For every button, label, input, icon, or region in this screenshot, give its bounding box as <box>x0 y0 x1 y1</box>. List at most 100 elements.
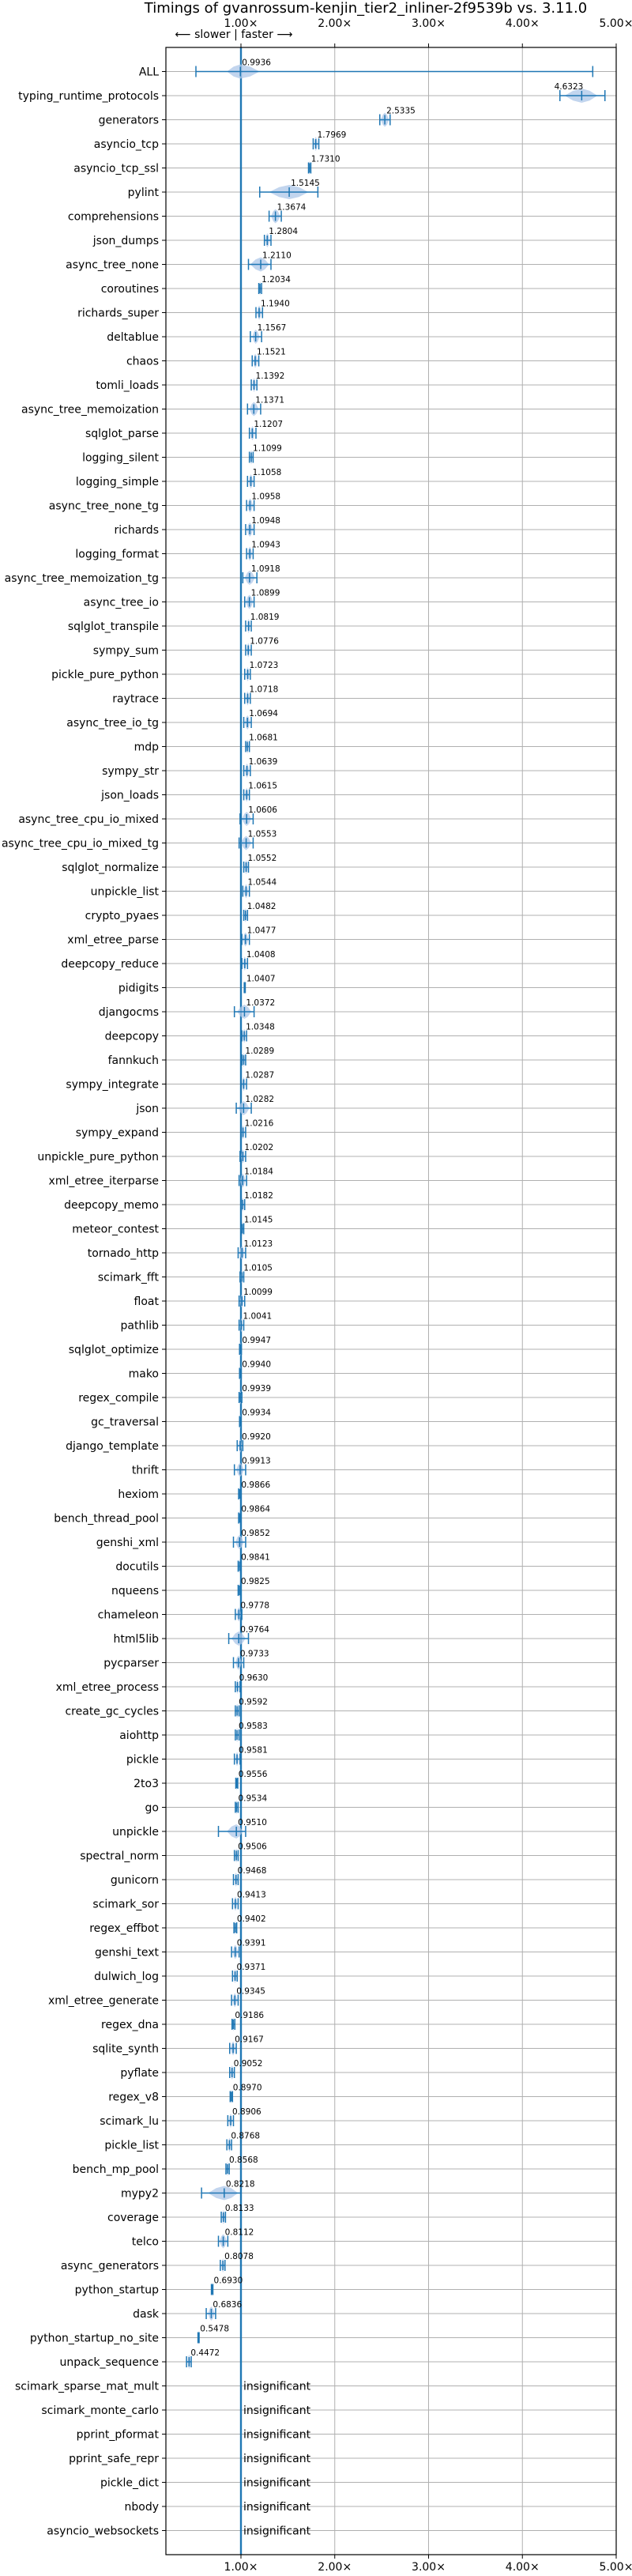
y-tick-label: unpickle <box>112 1826 159 1839</box>
data-label: 1.0948 <box>251 516 280 526</box>
x-tick-label-top: 4.00× <box>506 17 540 30</box>
y-tick-label: richards <box>115 524 160 537</box>
data-label: 1.0639 <box>249 757 278 767</box>
data-label: 1.0958 <box>251 492 280 502</box>
y-tick-label: async_tree_io <box>84 597 159 609</box>
y-tick-label: mdp <box>134 741 160 754</box>
data-label: 1.1940 <box>261 300 290 309</box>
data-label: 0.9630 <box>239 1673 269 1683</box>
y-tick-label: pprint_safe_repr <box>69 2453 159 2465</box>
data-label: 2.5335 <box>386 107 416 116</box>
data-label: 0.8970 <box>233 2084 262 2093</box>
data-label: 1.0202 <box>244 1143 273 1152</box>
y-tick-label: xml_etree_iterparse <box>49 1175 159 1188</box>
data-label: 1.1371 <box>255 396 284 405</box>
data-label: 1.0482 <box>247 902 276 911</box>
y-tick-label: logging_simple <box>76 476 159 488</box>
data-label: 1.0287 <box>245 1071 274 1081</box>
y-tick-label: asyncio_tcp <box>94 138 159 151</box>
y-tick-label: create_gc_cycles <box>65 1706 159 1718</box>
data-label: 0.9733 <box>240 1650 269 1659</box>
data-label: 0.9391 <box>237 1939 266 1948</box>
data-label: 1.0606 <box>248 805 277 815</box>
data-label: 0.9468 <box>238 1866 267 1876</box>
data-label: 1.0216 <box>245 1119 274 1129</box>
data-label: 0.8078 <box>224 2252 254 2261</box>
y-tick-label: tornado_http <box>88 1247 159 1260</box>
data-label: 0.9592 <box>239 1698 268 1707</box>
y-tick-label: regex_effbot <box>89 1922 159 1935</box>
data-label: 1.1099 <box>253 444 282 454</box>
y-tick-label: regex_compile <box>78 1392 159 1405</box>
data-label: 0.9413 <box>237 1891 266 1900</box>
y-tick-label: genshi_xml <box>96 1537 159 1549</box>
y-tick-label: pickle_pure_python <box>51 669 159 681</box>
data-label: 0.9581 <box>239 1746 268 1756</box>
data-label: 0.9864 <box>241 1505 270 1514</box>
data-label: 0.8906 <box>232 2107 261 2117</box>
y-tick-label: telco <box>132 2236 159 2249</box>
y-tick-label: async_generators <box>61 2260 159 2272</box>
data-label: 0.9825 <box>241 1577 270 1586</box>
insignificant-label: insignificant <box>243 2477 311 2490</box>
y-tick-label: async_tree_none_tg <box>49 500 159 513</box>
y-tick-label: unpack_sequence <box>60 2356 159 2369</box>
y-tick-label: comprehensions <box>68 211 159 224</box>
y-tick-label: async_tree_cpu_io_mixed_tg <box>2 838 159 850</box>
x-tick-label-top: 2.00× <box>318 17 352 30</box>
data-label: 0.8112 <box>225 2228 254 2238</box>
y-tick-label: json_dumps <box>92 235 159 247</box>
y-tick-label: regex_dna <box>101 2019 159 2031</box>
y-tick-label: generators <box>99 115 159 127</box>
y-tick-label: xml_etree_generate <box>48 1995 159 2008</box>
y-tick-label: xml_etree_parse <box>67 934 159 947</box>
data-label: 0.9510 <box>238 1818 267 1827</box>
y-tick-label: deepcopy_memo <box>64 1199 159 1212</box>
chart-title: Timings of gvanrossum-kenjin_tier2_inlin… <box>144 0 587 17</box>
y-tick-label: gc_traversal <box>91 1416 159 1429</box>
data-label: 1.1521 <box>257 348 286 357</box>
y-tick-label: docutils <box>115 1561 159 1574</box>
data-label: 0.9852 <box>241 1529 270 1538</box>
y-tick-label: go <box>145 1802 159 1815</box>
marks-layer <box>186 47 606 2555</box>
y-tick-label: json <box>135 1103 159 1115</box>
direction-label: ⟵ slower | faster ⟶ <box>175 28 293 41</box>
y-tick-label: ALL <box>139 66 159 79</box>
y-tick-label: sqlite_synth <box>92 2043 159 2056</box>
data-label: 1.0145 <box>244 1216 273 1225</box>
data-label: 0.9934 <box>242 1409 271 1418</box>
data-label: 0.9841 <box>241 1553 270 1563</box>
plot-frame <box>165 47 617 2555</box>
y-tick-label: django_template <box>66 1440 159 1453</box>
data-label: 0.9583 <box>239 1722 268 1731</box>
data-label: 1.0718 <box>250 685 279 695</box>
data-label: 0.9936 <box>242 58 271 68</box>
y-tick-label: bench_thread_pool <box>54 1513 159 1526</box>
x-tick-label-bottom: 2.00× <box>318 2561 352 2574</box>
y-tick-label: python_startup_no_site <box>30 2333 159 2345</box>
data-label: 0.9186 <box>235 2011 264 2020</box>
data-label: 1.0615 <box>248 782 277 791</box>
y-tick-label: genshi_text <box>95 1947 160 1959</box>
data-label: 1.1207 <box>254 420 283 429</box>
insignificant-label: insignificant <box>243 2404 311 2417</box>
y-tick-label: unpickle_pure_python <box>37 1151 159 1164</box>
y-tick-label: deepcopy_reduce <box>61 958 159 971</box>
y-tick-label: scimark_lu <box>100 2115 159 2128</box>
data-label: 1.1392 <box>256 372 285 381</box>
y-tick-label: sqlglot_transpile <box>68 620 159 633</box>
data-label: 1.0477 <box>247 926 276 936</box>
data-label: 1.0408 <box>246 950 276 960</box>
data-label: 0.9345 <box>236 1987 265 1997</box>
data-label: 0.9764 <box>240 1625 269 1635</box>
data-label: 0.8768 <box>231 2132 260 2141</box>
data-label: 0.9371 <box>237 1963 266 1972</box>
data-label: 1.2034 <box>261 275 291 285</box>
y-tick-label: 2to3 <box>134 1778 159 1790</box>
data-label: 0.9556 <box>239 1770 268 1779</box>
insignificant-label: insignificant <box>243 2525 311 2538</box>
y-tick-label: unpickle_list <box>91 886 160 899</box>
x-tick-label-top: 3.00× <box>412 17 446 30</box>
